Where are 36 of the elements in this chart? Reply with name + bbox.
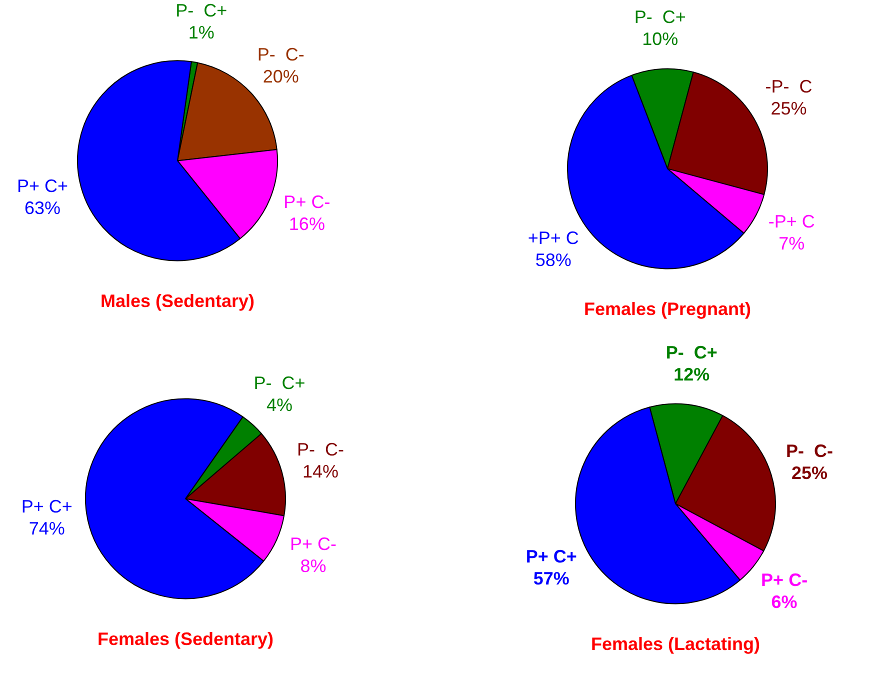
- data-label: 16%: [288, 214, 325, 234]
- text: Females (Pregnant): [584, 299, 752, 320]
- slice-label: P+ C-: [290, 534, 336, 554]
- slice-label: P+ C+: [526, 546, 577, 567]
- data-label: 74%: [28, 518, 65, 539]
- data-label: 8%: [300, 556, 326, 576]
- data-label: 12%: [674, 364, 710, 385]
- slice-label: P+ C-: [284, 192, 330, 212]
- data-label: 63%: [24, 198, 61, 218]
- slice-label: P- C+: [176, 0, 228, 21]
- slice-label: P+ C+: [21, 496, 72, 517]
- data-label: 7%: [778, 234, 805, 254]
- data-label: 25%: [792, 463, 828, 484]
- data-label: 57%: [533, 568, 570, 589]
- text: Females (Sedentary): [97, 629, 274, 650]
- slice-label: P- C+: [666, 342, 718, 363]
- text: Males (Sedentary): [100, 291, 255, 312]
- slice-label: P- C-: [786, 441, 834, 462]
- data-label: 4%: [266, 394, 293, 415]
- data-label: 20%: [262, 66, 299, 86]
- slice-label: P- C-: [296, 439, 344, 460]
- slice-label: -P+ C: [768, 212, 815, 232]
- text: Females (Lactating): [590, 634, 760, 654]
- data-label: 6%: [771, 592, 798, 612]
- data-label: 25%: [770, 98, 807, 119]
- slice-label: -P- C: [765, 76, 812, 97]
- data-label: 10%: [642, 28, 678, 49]
- slice-label: P- C+: [254, 372, 306, 393]
- data-label: 58%: [535, 250, 572, 270]
- data-label: 14%: [302, 461, 338, 482]
- slice-label: P+ C-: [761, 570, 808, 590]
- slice-label: P- C-: [257, 44, 304, 64]
- data-label: 1%: [188, 22, 214, 43]
- slice-label: +P+ C: [528, 228, 579, 248]
- slice-label: P- C+: [634, 6, 686, 27]
- slice-label: P+ C+: [17, 176, 68, 196]
